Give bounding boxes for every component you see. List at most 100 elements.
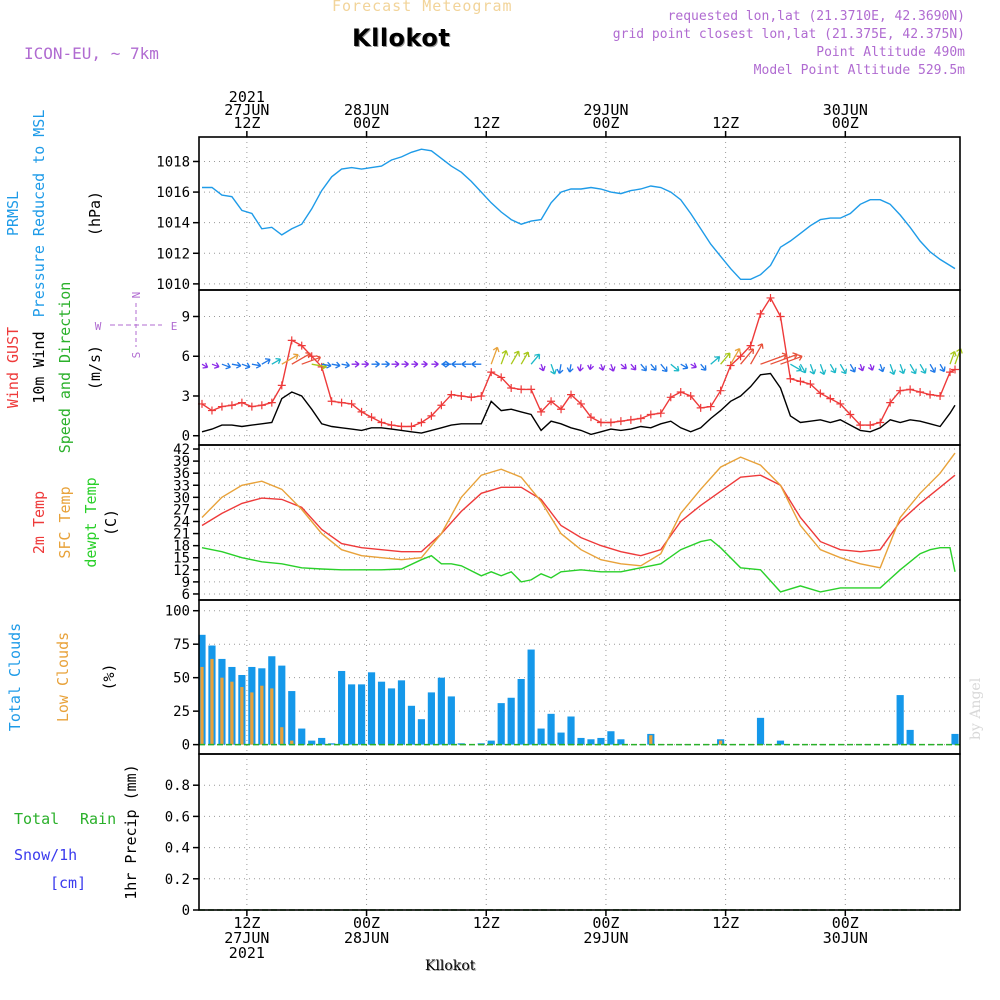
gust-marker — [866, 421, 875, 430]
clouds-bar-total — [607, 731, 615, 745]
y-tick-label: 1010 — [156, 277, 190, 293]
gust-marker — [936, 391, 945, 400]
clouds-bar-total — [577, 737, 585, 745]
top-axis-label: 00Z — [353, 114, 380, 132]
wind-arrow — [680, 363, 689, 370]
wind-arrow — [954, 348, 963, 365]
gust-marker — [776, 312, 785, 321]
wind-arrow — [740, 348, 755, 365]
gust-marker — [756, 309, 765, 318]
wind-arrow — [819, 363, 827, 376]
wind-arrow — [919, 363, 927, 374]
bottom-axis-label: 12Z — [473, 914, 500, 932]
precip-axis-label: 1hr Precip (mm) — [122, 764, 140, 899]
pressure-axis-label: (hPa) — [86, 191, 104, 236]
y-tick-label: 100 — [165, 604, 190, 620]
wind-axis-label: Speed and Direction — [56, 282, 74, 454]
wind-arrow — [710, 356, 721, 365]
gust-marker — [906, 385, 915, 394]
gust-marker — [337, 398, 346, 407]
wind-arrow — [381, 360, 390, 368]
wind-arrow — [670, 363, 680, 372]
wind-arrow — [878, 363, 886, 373]
clouds-bar-low — [719, 740, 723, 745]
bottom-axis-label: 12Z — [233, 914, 260, 932]
gust-marker — [676, 388, 685, 397]
precip-frame — [198, 753, 961, 911]
clouds-bar-low — [280, 727, 284, 745]
gust-marker — [716, 386, 725, 395]
wind-arrow — [780, 354, 803, 365]
gust-marker — [706, 402, 715, 411]
bottom-axis-label: 27JUN — [224, 929, 269, 947]
gust-marker — [457, 391, 466, 400]
gust-marker — [586, 413, 595, 422]
gust-marker — [507, 384, 516, 393]
gust-marker — [227, 401, 236, 410]
clouds-axis-label: Low Clouds — [54, 632, 72, 722]
wind-arrow — [939, 363, 946, 373]
top-axis-label: 12Z — [712, 114, 739, 132]
wind-arrow — [858, 363, 865, 372]
temperature-axis-label: SFC Temp — [56, 486, 74, 558]
gust-marker — [951, 365, 960, 374]
temperature-axis-label: dewpt Temp — [82, 477, 100, 567]
y-tick-label: 1016 — [156, 185, 190, 201]
gust-marker — [606, 418, 615, 427]
gust-marker — [267, 398, 276, 407]
clouds-bar-low — [260, 685, 264, 745]
wind-arrow — [690, 362, 697, 369]
bottom-axis-label: 28JUN — [344, 929, 389, 947]
y-tick-label: 42 — [173, 442, 190, 458]
wind-arrow — [587, 364, 595, 371]
gust-marker — [636, 414, 645, 423]
wind-axis-label: 10m Wind — [30, 331, 48, 403]
wind-arrow — [431, 360, 439, 368]
top-axis-label: 27JUN — [224, 101, 269, 119]
wind-arrow — [411, 360, 419, 368]
clouds-bar-total — [951, 733, 959, 745]
gust-marker — [736, 352, 745, 361]
clouds-axis-label: Total Clouds — [6, 623, 24, 731]
clouds-bar-total — [328, 743, 336, 745]
gust-marker — [347, 399, 356, 408]
top-axis-label: 30JUN — [823, 101, 868, 119]
wind-arrow — [291, 352, 311, 365]
gust-marker — [277, 381, 286, 390]
wind-arrow — [421, 360, 428, 368]
wind-arrow — [770, 352, 798, 365]
gust-marker — [567, 390, 576, 399]
compass-e-label: E — [171, 320, 178, 333]
clouds-bar-total — [348, 684, 356, 745]
clouds-bar-total — [617, 739, 625, 745]
wind-arrow — [500, 350, 509, 365]
temperature-axis-label: 2m Temp — [30, 491, 48, 554]
gust-marker — [387, 421, 396, 430]
y-tick-label: 1012 — [156, 246, 190, 262]
gust-marker — [926, 390, 935, 399]
bottom-axis-label: 00Z — [353, 914, 380, 932]
gust-marker — [876, 418, 885, 427]
wind-arrow — [201, 362, 209, 369]
wind-arrow — [471, 360, 482, 368]
temperature-axis-label: (C) — [102, 509, 120, 536]
gust-marker — [477, 391, 486, 400]
temperature-series-line — [201, 538, 956, 593]
top-axis-label: 12Z — [473, 114, 500, 132]
wind-arrow — [598, 363, 606, 371]
gust-marker — [946, 368, 955, 377]
y-tick-label: 0.4 — [165, 841, 190, 857]
gust-marker — [806, 380, 815, 389]
clouds-frame — [198, 599, 961, 755]
wind-arrow — [660, 363, 668, 373]
wind-arrow — [849, 363, 857, 373]
clouds-bar-total — [318, 737, 326, 745]
clouds-bar-total — [517, 679, 525, 745]
wind-arrow — [401, 360, 409, 368]
clouds-bar-total — [387, 688, 396, 745]
pressure-axis-label: PRMSL — [4, 191, 22, 236]
wind-arrow — [490, 346, 500, 365]
y-tick-label: 3 — [182, 389, 190, 405]
wind-arrow — [461, 360, 472, 368]
